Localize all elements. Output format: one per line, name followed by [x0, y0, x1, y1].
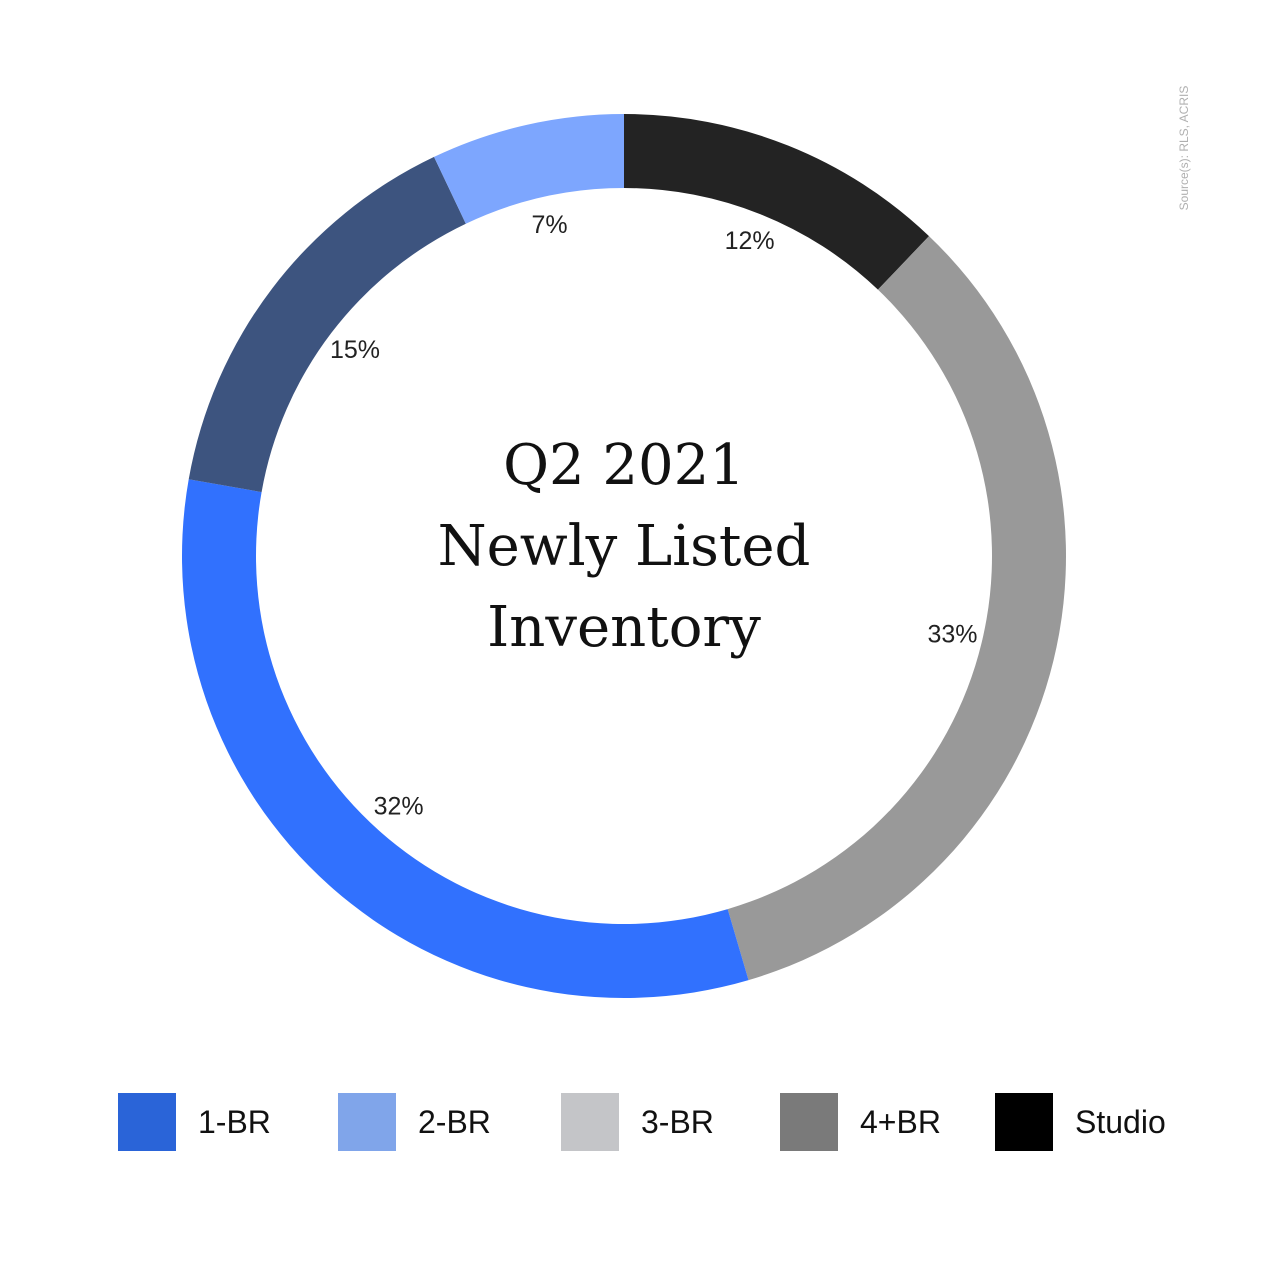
legend-label-2br: 2-BR — [418, 1103, 491, 1140]
legend-item-2br: 2-BR — [338, 1093, 491, 1151]
legend-item-4plusbr: 4+BR — [780, 1093, 941, 1151]
slice-1br — [182, 479, 749, 998]
legend-label-studio: Studio — [1075, 1103, 1166, 1140]
legend-swatch-3br — [561, 1093, 619, 1151]
slice-4plusbr — [188, 156, 466, 493]
legend-item-3br: 3-BR — [561, 1093, 714, 1151]
chart-title-line-1: Q2 2021 — [503, 433, 745, 498]
legend-swatch-studio — [995, 1093, 1053, 1151]
slice-labels: 12% 33% 32% 15% 7% — [330, 211, 977, 821]
slice-3br — [727, 236, 1066, 981]
legend-swatch-1br — [118, 1093, 176, 1151]
legend-label-4plusbr: 4+BR — [860, 1103, 941, 1140]
donut-slices — [182, 114, 1066, 998]
source-note: Source(s): RLS, ACRIS — [1177, 85, 1191, 211]
chart-title-line-3: Inventory — [487, 595, 761, 660]
slice-label-2br: 7% — [531, 211, 567, 239]
slice-label-1br: 32% — [374, 793, 424, 821]
legend-item-studio: Studio — [995, 1093, 1166, 1151]
slice-2br — [434, 114, 624, 224]
legend-swatch-2br — [338, 1093, 396, 1151]
chart-title-line-2: Newly Listed — [438, 514, 811, 579]
legend-swatch-4plusbr — [780, 1093, 838, 1151]
legend: 1-BR 2-BR 3-BR 4+BR Studio — [0, 1093, 1280, 1151]
slice-label-studio: 12% — [725, 227, 775, 255]
legend-label-3br: 3-BR — [641, 1103, 714, 1140]
slice-label-3br: 33% — [927, 620, 977, 648]
slice-studio — [624, 114, 930, 290]
slice-label-4plusbr: 15% — [330, 336, 380, 364]
legend-item-1br: 1-BR — [118, 1093, 271, 1151]
legend-label-1br: 1-BR — [198, 1103, 271, 1140]
